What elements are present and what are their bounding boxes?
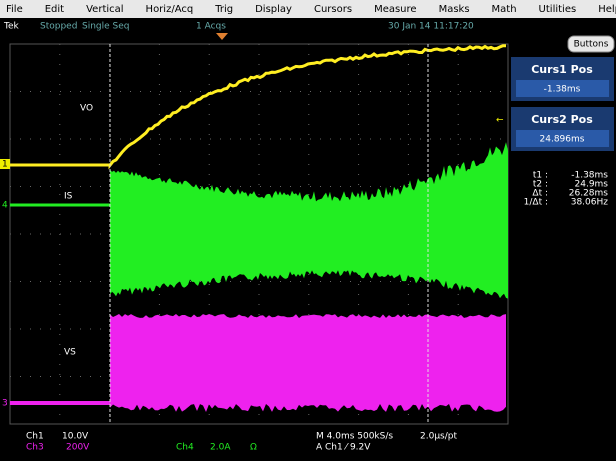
readout-label: t2 :	[533, 180, 548, 190]
reference-arrow: ←	[496, 116, 504, 126]
menu-item[interactable]: Utilities	[539, 4, 577, 15]
horizontal-settings: M 4.0ms 500kS/s	[316, 432, 393, 442]
menu-item[interactable]: Math	[492, 4, 517, 15]
ch4-name: Ch4	[176, 443, 194, 453]
acq-count: 1 Acqs	[196, 22, 226, 32]
buttons-button[interactable]	[567, 35, 615, 53]
menu-item[interactable]: Cursors	[314, 4, 352, 15]
readout-label: 1/Δt :	[524, 198, 548, 208]
menu-item[interactable]: Trig	[214, 4, 233, 15]
menu-item[interactable]: Help	[598, 4, 616, 15]
waveforms	[10, 44, 508, 412]
curs1-value[interactable]: -1.38ms	[544, 85, 581, 95]
timestamp: 30 Jan 14 11:17:20	[388, 22, 474, 32]
trigger-position-marker	[216, 33, 228, 40]
trace-label: IS	[64, 192, 73, 202]
trace-label: VO	[80, 104, 93, 114]
menu-background	[0, 0, 616, 18]
curs2-value-box[interactable]	[516, 130, 609, 147]
channel-marker	[0, 159, 10, 169]
ch3-name: Ch3	[26, 443, 44, 453]
ch4-trace	[110, 142, 508, 299]
readout-value: 38.06Hz	[571, 198, 609, 208]
channel-marker-label: 4	[2, 201, 8, 211]
readout-value: 24.9ms	[575, 180, 609, 190]
ch3-scale: 200V	[66, 443, 90, 453]
readout-label: t1 :	[533, 171, 548, 181]
curs1-value-box[interactable]	[516, 80, 609, 97]
acq-state: Stopped	[40, 22, 77, 32]
curs2-title[interactable]: Curs2 Pos	[531, 113, 593, 126]
menu-item[interactable]: Display	[255, 4, 292, 15]
channel-marker-label: 1	[2, 160, 8, 170]
ch4-impedance: Ω	[250, 443, 257, 453]
ch3-trace	[110, 314, 506, 412]
brand: Tek	[3, 22, 20, 32]
menu-item[interactable]: Masks	[439, 4, 470, 15]
menu-item[interactable]: Vertical	[86, 4, 123, 15]
ch1-trace	[10, 44, 506, 170]
buttons-label[interactable]: Buttons	[574, 40, 609, 50]
trigger-settings: A Ch1 ⁄ 9.2V	[316, 443, 371, 453]
menu-item[interactable]: File	[6, 4, 23, 15]
menu-bar: File Edit Vertical Horiz/Acq Trig Display Curs…	[0, 0, 616, 18]
menu-item[interactable]: Horiz/Acq	[146, 4, 194, 15]
channel-marker-label: 3	[2, 399, 8, 409]
curs2-value[interactable]: 24.896ms	[540, 135, 585, 145]
menu-item[interactable]: Measure	[374, 4, 417, 15]
acq-mode: Single Seq	[82, 22, 130, 32]
ch1-name: Ch1	[26, 432, 44, 442]
menu-item[interactable]: Edit	[45, 4, 64, 15]
resolution: 2.0μs/pt	[420, 432, 457, 442]
status-bar	[0, 18, 616, 32]
trace-label: VS	[64, 348, 76, 358]
ch4-scale: 2.0A	[210, 443, 231, 453]
curs1-title[interactable]: Curs1 Pos	[531, 63, 593, 76]
readout-label: Δt :	[532, 189, 548, 199]
cursor-readouts: t1 : -1.38ms t2 : 24.9ms Δt : 26.28ms 1/Δt : 38…	[524, 171, 609, 208]
ch1-scale: 10.0V	[62, 432, 89, 442]
readout-value: -1.38ms	[571, 171, 608, 181]
readout-value: 26.28ms	[569, 189, 609, 199]
